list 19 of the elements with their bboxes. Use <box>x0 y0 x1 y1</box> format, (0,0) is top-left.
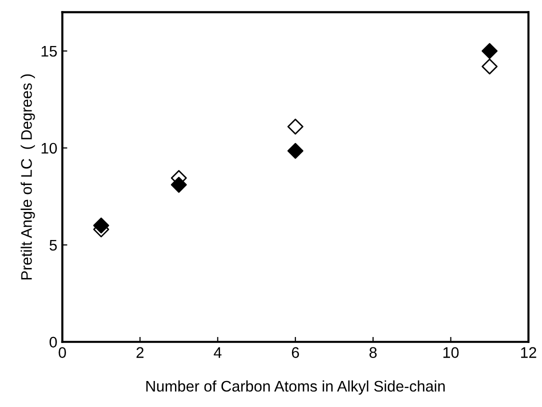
y-axis-title: Pretilt Angle of LC ( Degrees ) <box>20 74 35 280</box>
point <box>482 58 498 74</box>
x-tick-label: 6 <box>292 347 299 358</box>
point <box>287 142 304 159</box>
point <box>287 118 304 135</box>
x-tick-label: 12 <box>521 347 536 358</box>
point <box>170 176 187 193</box>
y-tick-label: 0 <box>50 336 57 348</box>
y-tick-label: 10 <box>42 142 57 154</box>
y-tick-label: 5 <box>50 240 57 251</box>
x-tick-label: 10 <box>443 347 459 358</box>
x-axis-title: Number of Carbon Atoms in Alkyl Side-chain <box>146 380 445 395</box>
x-tick-label: 8 <box>369 347 377 358</box>
point <box>93 218 110 234</box>
x-tick-label: 4 <box>214 347 222 358</box>
x-tick-label: 2 <box>136 347 144 358</box>
point <box>482 43 498 59</box>
x-tick-label: 0 <box>58 347 66 358</box>
y-tick-label: 15 <box>42 46 57 57</box>
